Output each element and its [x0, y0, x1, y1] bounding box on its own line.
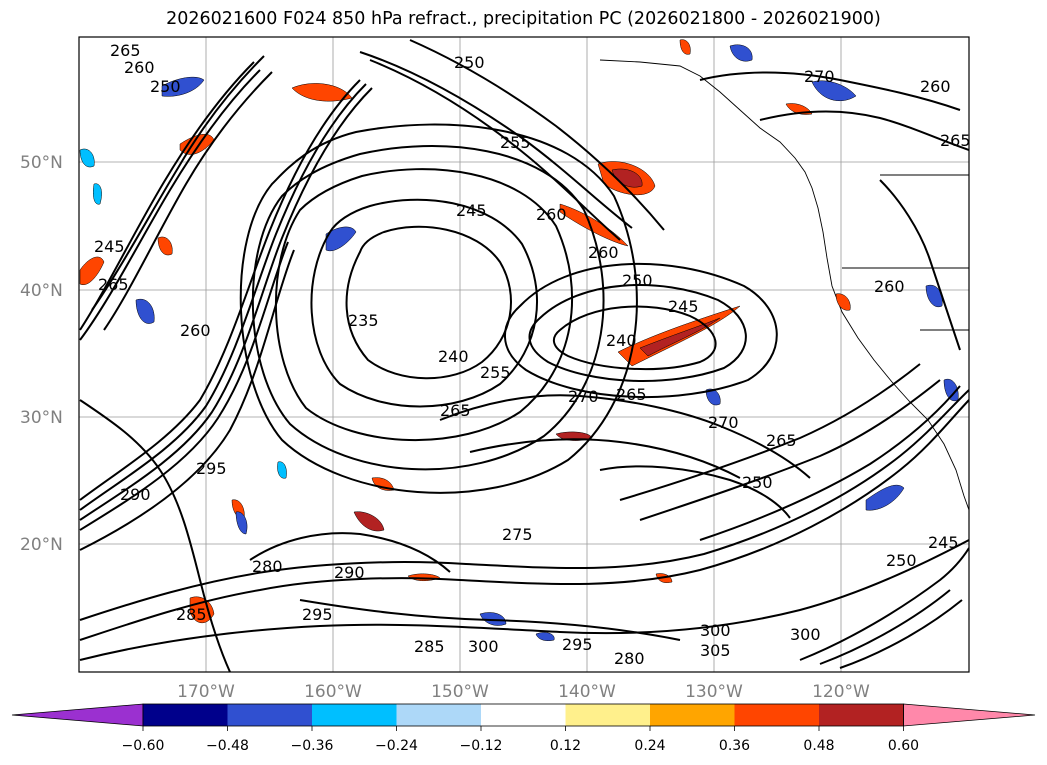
- contour-label: 270: [568, 387, 599, 406]
- colorbar-extend-high: [903, 703, 1036, 727]
- colorbar-segment: [143, 704, 228, 726]
- contour-label: 300: [468, 637, 499, 656]
- contour-label: 265: [940, 131, 971, 150]
- contour-label: 275: [502, 525, 533, 544]
- lon-label-120w: 120°W: [812, 682, 870, 702]
- colorbar-segment: [481, 704, 566, 726]
- colorbar-segment: [227, 704, 312, 726]
- contour-label: 245: [94, 237, 125, 256]
- colorbar-extend-low: [11, 703, 144, 727]
- contour-label: 255: [500, 133, 531, 152]
- contour-label: 295: [196, 459, 227, 478]
- contour-label: 260: [180, 321, 211, 340]
- contour-label: 255: [480, 363, 511, 382]
- contour-label: 300: [790, 625, 821, 644]
- contour-label: 240: [438, 347, 469, 366]
- contour-label: 270: [708, 413, 739, 432]
- lon-label-150w: 150°W: [431, 682, 489, 702]
- precip-shading: [79, 39, 959, 641]
- colorbar-tick-label: −0.36: [291, 738, 334, 754]
- lon-label-130w: 130°W: [685, 682, 743, 702]
- contour-label: 260: [536, 205, 567, 224]
- lat-label-30n: 30°N: [20, 408, 63, 428]
- contour-label: 280: [252, 557, 283, 576]
- contour-label: 250: [886, 551, 917, 570]
- contour-label: 245: [668, 297, 699, 316]
- contour-label: 270: [804, 67, 835, 86]
- contour-label: 295: [302, 605, 333, 624]
- contour-label: 245: [456, 201, 487, 220]
- contour-label: 295: [562, 635, 593, 654]
- longitude-labels: 170°W 160°W 150°W 140°W 130°W 120°W: [177, 682, 870, 702]
- contour-label: 245: [928, 533, 959, 552]
- contour-label: 265: [98, 275, 129, 294]
- contour-label: 305: [700, 641, 731, 660]
- plot-frame: [78, 36, 970, 673]
- lat-label-50n: 50°N: [20, 153, 63, 173]
- colorbar-tick-label: 0.60: [888, 738, 919, 754]
- colorbar-segment: [396, 704, 481, 726]
- contour-label: 285: [176, 605, 207, 624]
- colorbar-tick-label: 0.12: [550, 738, 581, 754]
- colorbar-tick-label: −0.48: [206, 738, 249, 754]
- contour-label: 265: [766, 431, 797, 450]
- contour-label: 260: [588, 243, 619, 262]
- colorbar-segment: [650, 704, 735, 726]
- lon-label-160w: 160°W: [304, 682, 362, 702]
- contour-label: 290: [120, 485, 151, 504]
- colorbar-tick-label: −0.24: [375, 738, 418, 754]
- map-title: 2026021600 F024 850 hPa refract., precip…: [166, 9, 881, 29]
- lon-label-170w: 170°W: [177, 682, 235, 702]
- lon-label-140w: 140°W: [558, 682, 616, 702]
- colorbar-segment: [565, 704, 650, 726]
- contour-label: 260: [920, 77, 951, 96]
- contour-label: 260: [874, 277, 905, 296]
- contour-label: 285: [414, 637, 445, 656]
- colorbar: −0.60 −0.48 −0.36 −0.24 −0.12 0.12 0.24 …: [11, 703, 1036, 754]
- contour-label: 265: [440, 401, 471, 420]
- contour-label: 250: [742, 473, 773, 492]
- contour-label: 265: [616, 385, 647, 404]
- colorbar-segment: [312, 704, 397, 726]
- contour-label: 265: [110, 41, 141, 60]
- lat-label-20n: 20°N: [20, 535, 63, 555]
- contour-label: 235: [348, 311, 379, 330]
- colorbar-tick-label: −0.60: [122, 738, 165, 754]
- contour-label: 240: [606, 331, 637, 350]
- latitude-labels: 50°N 40°N 30°N 20°N: [20, 153, 63, 555]
- colorbar-segment: [734, 704, 819, 726]
- refractivity-contours: [79, 39, 969, 672]
- contour-label: 260: [124, 58, 155, 77]
- contour-label: 280: [614, 649, 645, 668]
- colorbar-tick-label: 0.24: [634, 738, 665, 754]
- lat-label-40n: 40°N: [20, 281, 63, 301]
- colorbar-segment: [819, 704, 904, 726]
- colorbar-tick-label: 0.36: [719, 738, 750, 754]
- contour-labels: 265 260 250 245 265 260 250 255 245 260 …: [94, 41, 971, 668]
- colorbar-tick-label: 0.48: [803, 738, 834, 754]
- contour-label: 250: [622, 271, 653, 290]
- contour-label: 300: [700, 621, 731, 640]
- colorbar-ticks: [142, 726, 904, 731]
- contour-label: 290: [334, 563, 365, 582]
- contour-label: 250: [150, 77, 181, 96]
- colorbar-tick-label: −0.12: [460, 738, 503, 754]
- contour-label: 250: [454, 53, 485, 72]
